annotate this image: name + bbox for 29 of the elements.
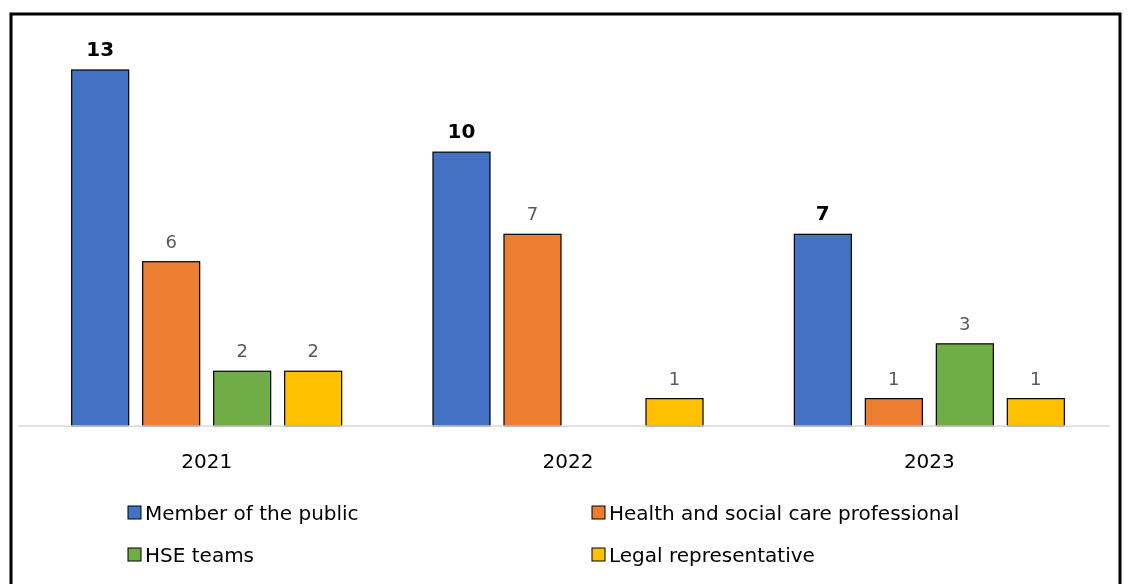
data-label: 6 (165, 230, 177, 252)
data-label: 7 (815, 201, 830, 226)
data-label: 2 (236, 340, 248, 362)
bar (935, 343, 994, 427)
bar (793, 233, 852, 427)
bar (432, 151, 491, 427)
bar (142, 261, 201, 427)
bar (503, 233, 562, 427)
bar (284, 370, 343, 427)
x-tick-label: 2021 (181, 449, 233, 473)
bar (645, 398, 704, 427)
data-label: 7 (526, 203, 539, 225)
legend-label: Health and social care professional (609, 501, 960, 525)
x-tick-label: 2022 (542, 449, 594, 473)
legend-label: HSE teams (145, 543, 255, 567)
bar (1006, 398, 1065, 427)
bar (213, 370, 272, 427)
data-label: 1 (888, 367, 900, 389)
legend-label: Legal representative (609, 543, 815, 567)
data-label: 10 (447, 119, 476, 144)
data-label: 3 (959, 312, 971, 334)
data-label: 13 (86, 37, 115, 61)
data-label: 1 (668, 367, 681, 389)
legend-label: Member of the public (145, 501, 359, 525)
x-tick-label: 2023 (903, 449, 955, 473)
bar (71, 69, 130, 427)
data-label: 1 (1030, 367, 1042, 389)
bar (864, 398, 923, 427)
data-label: 2 (307, 340, 319, 362)
